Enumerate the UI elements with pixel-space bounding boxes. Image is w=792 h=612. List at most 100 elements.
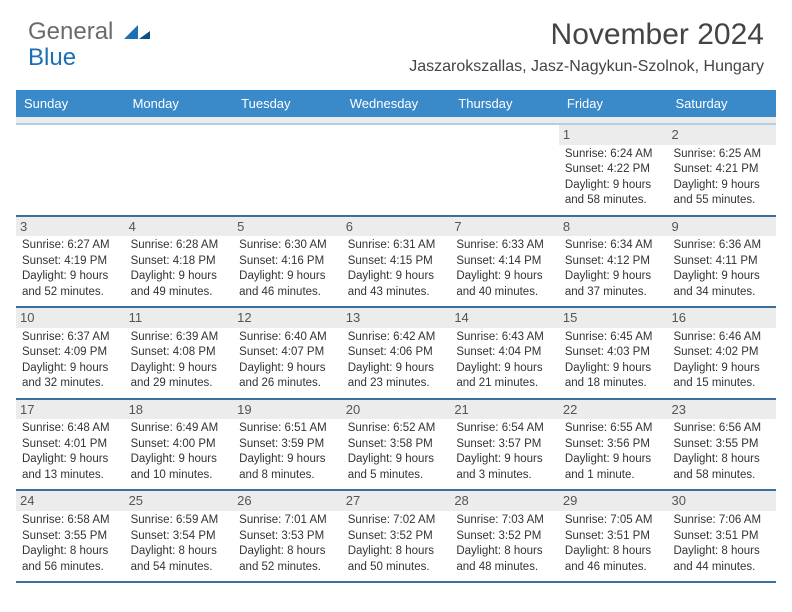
day-details: Sunrise: 6:48 AM Sunset: 4:01 PM Dayligh…: [22, 421, 119, 483]
day-details: Sunrise: 6:40 AM Sunset: 4:07 PM Dayligh…: [239, 330, 336, 392]
logo-text-general: General: [28, 18, 113, 45]
day-cell: 8Sunrise: 6:34 AM Sunset: 4:12 PM Daylig…: [559, 217, 668, 307]
day-cell: 12Sunrise: 6:40 AM Sunset: 4:07 PM Dayli…: [233, 308, 342, 398]
day-cell: 3Sunrise: 6:27 AM Sunset: 4:19 PM Daylig…: [16, 217, 125, 307]
weekday-thursday: Thursday: [450, 90, 559, 117]
day-cell: 29Sunrise: 7:05 AM Sunset: 3:51 PM Dayli…: [559, 491, 668, 581]
day-cell: 1Sunrise: 6:24 AM Sunset: 4:22 PM Daylig…: [559, 125, 668, 215]
weekday-sunday: Sunday: [16, 90, 125, 117]
day-cell: 23Sunrise: 6:56 AM Sunset: 3:55 PM Dayli…: [667, 400, 776, 490]
day-details: Sunrise: 6:25 AM Sunset: 4:21 PM Dayligh…: [673, 147, 770, 209]
day-number: 10: [16, 308, 125, 328]
day-details: Sunrise: 6:27 AM Sunset: 4:19 PM Dayligh…: [22, 238, 119, 300]
day-cell: 15Sunrise: 6:45 AM Sunset: 4:03 PM Dayli…: [559, 308, 668, 398]
day-number: 20: [342, 400, 451, 420]
day-cell: 13Sunrise: 6:42 AM Sunset: 4:06 PM Dayli…: [342, 308, 451, 398]
day-cell: 14Sunrise: 6:43 AM Sunset: 4:04 PM Dayli…: [450, 308, 559, 398]
day-cell: [16, 125, 125, 215]
day-details: Sunrise: 7:06 AM Sunset: 3:51 PM Dayligh…: [673, 513, 770, 575]
day-details: Sunrise: 6:54 AM Sunset: 3:57 PM Dayligh…: [456, 421, 553, 483]
day-number: 17: [16, 400, 125, 420]
day-cell: 7Sunrise: 6:33 AM Sunset: 4:14 PM Daylig…: [450, 217, 559, 307]
day-number: 27: [342, 491, 451, 511]
location-label: Jaszarokszallas, Jasz-Nagykun-Szolnok, H…: [409, 58, 764, 76]
day-number: 13: [342, 308, 451, 328]
weekday-saturday: Saturday: [667, 90, 776, 117]
day-number: 24: [16, 491, 125, 511]
calendar: Sunday Monday Tuesday Wednesday Thursday…: [0, 82, 792, 583]
day-number: 4: [125, 217, 234, 237]
weekday-header-row: Sunday Monday Tuesday Wednesday Thursday…: [16, 90, 776, 117]
day-cell: 30Sunrise: 7:06 AM Sunset: 3:51 PM Dayli…: [667, 491, 776, 581]
weekday-friday: Friday: [559, 90, 668, 117]
day-cell: 6Sunrise: 6:31 AM Sunset: 4:15 PM Daylig…: [342, 217, 451, 307]
day-number: 6: [342, 217, 451, 237]
day-number: 16: [667, 308, 776, 328]
page-header: General Blue November 2024 Jaszarokszall…: [0, 0, 792, 82]
day-number: 1: [559, 125, 668, 145]
weekday-tuesday: Tuesday: [233, 90, 342, 117]
day-cell: 27Sunrise: 7:02 AM Sunset: 3:52 PM Dayli…: [342, 491, 451, 581]
day-details: Sunrise: 7:02 AM Sunset: 3:52 PM Dayligh…: [348, 513, 445, 575]
day-cell: 25Sunrise: 6:59 AM Sunset: 3:54 PM Dayli…: [125, 491, 234, 581]
day-cell: 16Sunrise: 6:46 AM Sunset: 4:02 PM Dayli…: [667, 308, 776, 398]
day-number: 7: [450, 217, 559, 237]
spacer-row: [16, 117, 776, 125]
logo-mark-icon: [124, 18, 150, 46]
day-number: 2: [667, 125, 776, 145]
day-details: Sunrise: 6:52 AM Sunset: 3:58 PM Dayligh…: [348, 421, 445, 483]
day-details: Sunrise: 6:31 AM Sunset: 4:15 PM Dayligh…: [348, 238, 445, 300]
day-cell: 21Sunrise: 6:54 AM Sunset: 3:57 PM Dayli…: [450, 400, 559, 490]
day-number: 15: [559, 308, 668, 328]
week-row: 24Sunrise: 6:58 AM Sunset: 3:55 PM Dayli…: [16, 491, 776, 583]
week-row: 17Sunrise: 6:48 AM Sunset: 4:01 PM Dayli…: [16, 400, 776, 492]
day-number: 22: [559, 400, 668, 420]
day-number: 23: [667, 400, 776, 420]
day-details: Sunrise: 6:58 AM Sunset: 3:55 PM Dayligh…: [22, 513, 119, 575]
day-details: Sunrise: 7:05 AM Sunset: 3:51 PM Dayligh…: [565, 513, 662, 575]
day-details: Sunrise: 6:55 AM Sunset: 3:56 PM Dayligh…: [565, 421, 662, 483]
day-cell: [125, 125, 234, 215]
day-number: 12: [233, 308, 342, 328]
day-number: 19: [233, 400, 342, 420]
day-cell: 10Sunrise: 6:37 AM Sunset: 4:09 PM Dayli…: [16, 308, 125, 398]
day-details: Sunrise: 6:30 AM Sunset: 4:16 PM Dayligh…: [239, 238, 336, 300]
logo-text-blue: Blue: [28, 44, 150, 72]
day-cell: 28Sunrise: 7:03 AM Sunset: 3:52 PM Dayli…: [450, 491, 559, 581]
day-number: 8: [559, 217, 668, 237]
weeks-container: 1Sunrise: 6:24 AM Sunset: 4:22 PM Daylig…: [16, 125, 776, 583]
week-row: 3Sunrise: 6:27 AM Sunset: 4:19 PM Daylig…: [16, 217, 776, 309]
day-details: Sunrise: 6:45 AM Sunset: 4:03 PM Dayligh…: [565, 330, 662, 392]
day-cell: 17Sunrise: 6:48 AM Sunset: 4:01 PM Dayli…: [16, 400, 125, 490]
day-number: 14: [450, 308, 559, 328]
day-cell: 26Sunrise: 7:01 AM Sunset: 3:53 PM Dayli…: [233, 491, 342, 581]
day-cell: 9Sunrise: 6:36 AM Sunset: 4:11 PM Daylig…: [667, 217, 776, 307]
day-details: Sunrise: 6:56 AM Sunset: 3:55 PM Dayligh…: [673, 421, 770, 483]
day-details: Sunrise: 6:49 AM Sunset: 4:00 PM Dayligh…: [131, 421, 228, 483]
day-number: 30: [667, 491, 776, 511]
day-cell: 24Sunrise: 6:58 AM Sunset: 3:55 PM Dayli…: [16, 491, 125, 581]
day-cell: [450, 125, 559, 215]
day-number: 18: [125, 400, 234, 420]
day-details: Sunrise: 6:33 AM Sunset: 4:14 PM Dayligh…: [456, 238, 553, 300]
day-number: 25: [125, 491, 234, 511]
day-number: 29: [559, 491, 668, 511]
day-details: Sunrise: 6:28 AM Sunset: 4:18 PM Dayligh…: [131, 238, 228, 300]
day-cell: 19Sunrise: 6:51 AM Sunset: 3:59 PM Dayli…: [233, 400, 342, 490]
day-cell: 2Sunrise: 6:25 AM Sunset: 4:21 PM Daylig…: [667, 125, 776, 215]
day-number: 3: [16, 217, 125, 237]
day-details: Sunrise: 6:42 AM Sunset: 4:06 PM Dayligh…: [348, 330, 445, 392]
day-cell: 20Sunrise: 6:52 AM Sunset: 3:58 PM Dayli…: [342, 400, 451, 490]
month-title: November 2024: [409, 18, 764, 52]
day-number: 9: [667, 217, 776, 237]
weekday-wednesday: Wednesday: [342, 90, 451, 117]
day-details: Sunrise: 6:37 AM Sunset: 4:09 PM Dayligh…: [22, 330, 119, 392]
day-number: 21: [450, 400, 559, 420]
day-details: Sunrise: 7:03 AM Sunset: 3:52 PM Dayligh…: [456, 513, 553, 575]
day-cell: 22Sunrise: 6:55 AM Sunset: 3:56 PM Dayli…: [559, 400, 668, 490]
day-cell: 18Sunrise: 6:49 AM Sunset: 4:00 PM Dayli…: [125, 400, 234, 490]
day-number: 5: [233, 217, 342, 237]
day-cell: 4Sunrise: 6:28 AM Sunset: 4:18 PM Daylig…: [125, 217, 234, 307]
week-row: 1Sunrise: 6:24 AM Sunset: 4:22 PM Daylig…: [16, 125, 776, 217]
day-details: Sunrise: 6:51 AM Sunset: 3:59 PM Dayligh…: [239, 421, 336, 483]
